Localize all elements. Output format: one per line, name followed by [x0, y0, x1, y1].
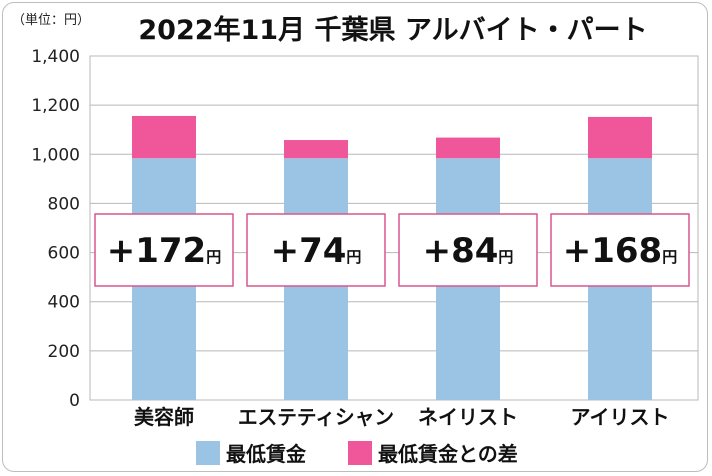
x-category-label: ネイリスト — [418, 405, 518, 429]
y-tick-label: 1,200 — [31, 96, 80, 116]
difference-label-box — [246, 213, 386, 287]
bar-difference — [132, 115, 196, 159]
legend-label: 最低賃金 — [226, 442, 307, 466]
difference-label: +168円 — [563, 231, 677, 271]
y-tick-label: 0 — [69, 391, 80, 411]
difference-label-box — [398, 213, 538, 287]
y-tick-label: 800 — [48, 194, 80, 214]
bar-difference — [436, 137, 500, 159]
legend-swatch — [348, 441, 372, 465]
difference-label-box — [550, 213, 690, 287]
y-tick-label: 600 — [48, 244, 80, 264]
x-category-label: 美容師 — [134, 405, 194, 429]
x-category-label: アイリスト — [571, 405, 670, 429]
y-tick-label: 1,400 — [31, 47, 80, 67]
legend-swatch — [196, 441, 220, 465]
difference-label: +74円 — [271, 231, 362, 271]
legend-label: 最低賃金との差 — [378, 442, 518, 466]
difference-labels: +172円 +74円 +84円 +168円 — [94, 213, 690, 287]
x-axis-categories: 美容師 エステティシャン ネイリスト アイリスト — [134, 405, 670, 429]
y-axis-ticks: 0 200 400 600 800 1,000 1,200 1,400 — [31, 47, 80, 411]
y-tick-label: 1,000 — [31, 145, 80, 165]
bar-difference — [588, 116, 652, 159]
chart-title: 2022年11月 千葉県 アルバイト・パート — [138, 15, 648, 46]
difference-label-box — [94, 213, 234, 287]
x-category-label: エステティシャン — [238, 405, 394, 429]
difference-label: +172円 — [107, 231, 221, 271]
legend: 最低賃金 最低賃金との差 — [196, 441, 518, 466]
y-tick-label: 400 — [48, 293, 80, 313]
y-tick-label: 200 — [48, 342, 80, 362]
bar-difference — [284, 140, 348, 159]
difference-label: +84円 — [423, 231, 514, 271]
unit-label: （単位：円） — [12, 13, 91, 28]
